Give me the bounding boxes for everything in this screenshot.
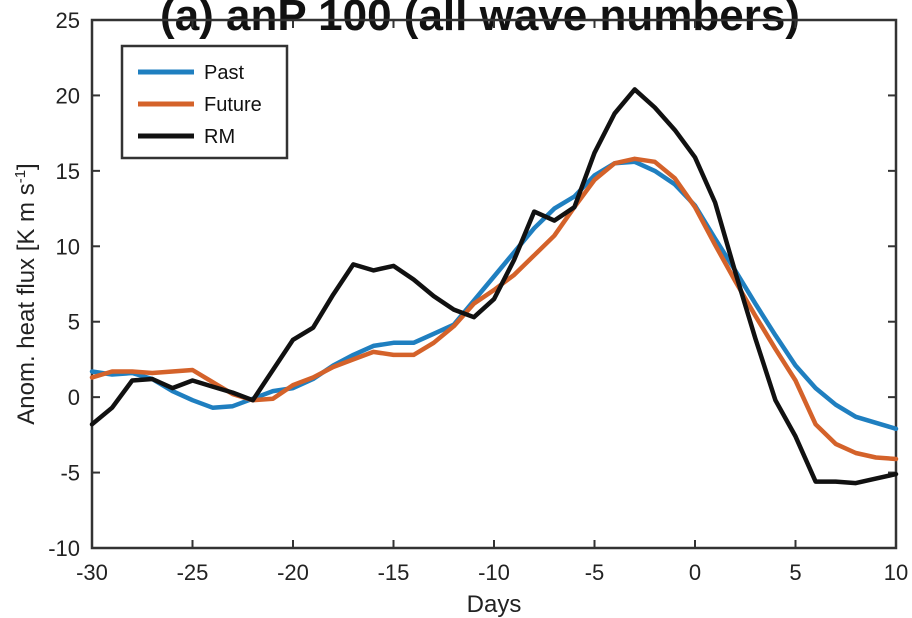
x-tick-label: -15 (378, 560, 410, 585)
y-tick-label: 10 (56, 234, 80, 259)
series-line-past (89, 159, 899, 432)
y-tick-label: 25 (56, 8, 80, 33)
legend-label-rm: RM (204, 126, 235, 148)
y-tick-label: -10 (48, 536, 80, 561)
y-axis-label-superscript: -1 (12, 170, 29, 183)
y-axis-label: Anom. heat flux [K m s-1] (12, 163, 40, 424)
y-tick-label: 5 (68, 310, 80, 335)
x-tick-label: -25 (177, 560, 209, 585)
x-tick-label: -10 (478, 560, 510, 585)
y-tick-label: -5 (60, 461, 80, 486)
series-line-future (89, 156, 899, 462)
y-axis-label-main: Anom. heat flux [K m s (13, 183, 40, 424)
x-tick-label: 0 (689, 560, 701, 585)
y-tick-label: 0 (68, 385, 80, 410)
x-tick-label: -30 (76, 560, 108, 585)
legend-label-past: Past (204, 62, 244, 84)
x-tick-label: -5 (585, 560, 605, 585)
y-tick-label: 15 (56, 159, 80, 184)
x-tick-label: -20 (277, 560, 309, 585)
series-line-rm (89, 87, 899, 486)
x-tick-label: 5 (789, 560, 801, 585)
y-tick-label: 20 (56, 83, 80, 108)
legend-label-future: Future (204, 94, 262, 116)
y-axis-label-end: ] (13, 163, 40, 170)
x-tick-label: 10 (884, 560, 908, 585)
x-axis-label: Days (467, 591, 522, 618)
